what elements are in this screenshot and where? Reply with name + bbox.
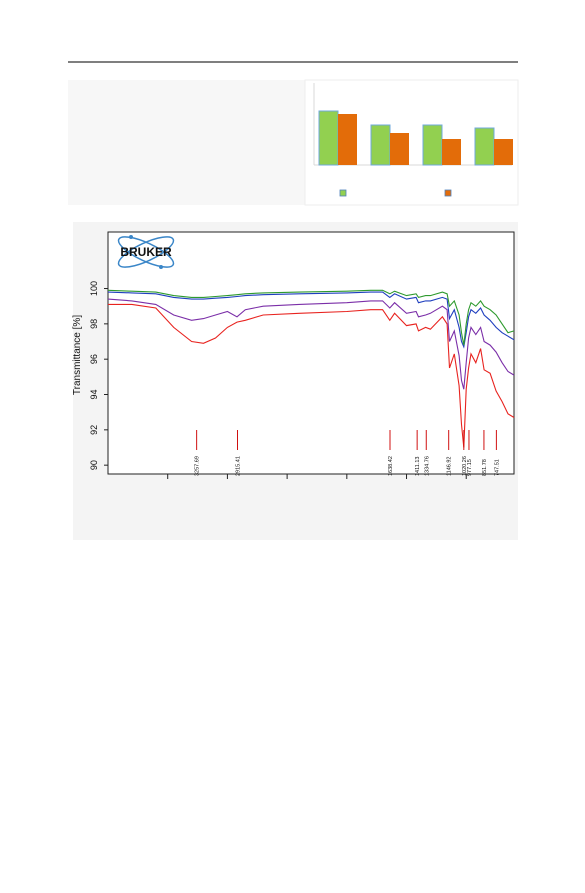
bar — [338, 114, 357, 165]
logo-dot — [159, 265, 163, 269]
y-tick-label: 96 — [89, 354, 99, 364]
logo-dot — [129, 235, 133, 239]
legend-swatch — [444, 189, 452, 197]
peak-label: 2915.41 — [236, 456, 242, 476]
peak-label: 1146.92 — [447, 457, 453, 476]
logo-text: BRUKER — [120, 245, 172, 259]
peak-label: 851.78 — [482, 459, 488, 476]
peak-label: 1334.76 — [424, 456, 430, 476]
bar — [474, 127, 495, 166]
y-tick-label: 100 — [89, 281, 99, 296]
spectrum-plot-area — [107, 231, 515, 475]
peak-label: 747.51 — [494, 459, 500, 476]
spectrum-line — [108, 303, 515, 448]
spectrum-line — [107, 289, 515, 346]
spectrum-line — [107, 298, 515, 390]
bar — [390, 133, 409, 165]
bar — [422, 124, 443, 166]
y-tick-label: 94 — [89, 390, 99, 400]
peak-label: 3257.69 — [195, 456, 201, 476]
bar — [442, 139, 461, 165]
bar — [370, 124, 391, 166]
y-tick-label: 92 — [89, 425, 99, 435]
y-axis-label: Transmittance [%] — [72, 315, 83, 395]
logo-orbit — [117, 236, 175, 268]
peak-label: 977.15 — [467, 459, 473, 476]
bar — [318, 110, 339, 166]
logo-orbit — [117, 236, 175, 268]
spectrum-line — [107, 291, 515, 349]
bar — [494, 139, 513, 165]
peak-label: 1411.13 — [415, 457, 421, 476]
peak-label: 1638.42 — [388, 456, 394, 476]
peak-label: 1020.26 — [462, 456, 468, 476]
legend-swatch — [339, 189, 347, 197]
bruker-logo: BRUKER — [117, 235, 175, 269]
y-tick-label: 98 — [89, 319, 99, 329]
y-tick-label: 90 — [89, 460, 99, 470]
